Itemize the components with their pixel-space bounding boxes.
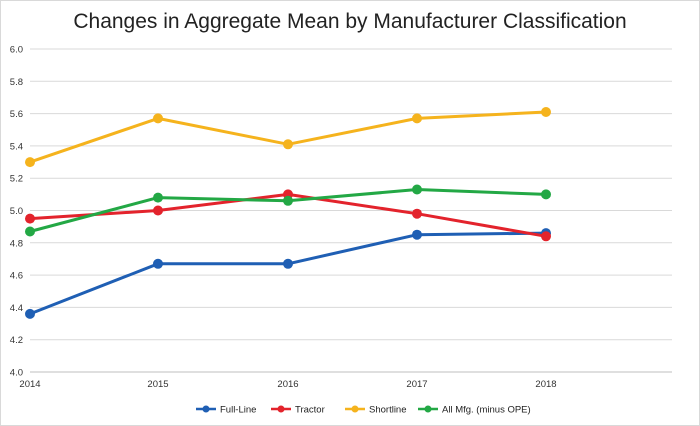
data-point (153, 192, 163, 203)
legend-label: Full-Line (220, 405, 256, 416)
legend-label: Shortline (369, 405, 407, 416)
data-point (25, 213, 35, 224)
legend-swatch-marker (277, 405, 285, 413)
chart-title: Changes in Aggregate Mean by Manufacture… (73, 10, 627, 33)
data-point (412, 208, 422, 219)
y-tick-label: 5.6 (10, 109, 23, 120)
data-point (412, 184, 422, 195)
legend-swatch-marker (351, 405, 359, 413)
x-tick-label: 2015 (147, 379, 168, 390)
data-point (283, 258, 293, 269)
data-point (25, 308, 35, 319)
x-tick-label: 2016 (277, 379, 298, 390)
data-point (412, 229, 422, 240)
y-tick-label: 5.8 (10, 77, 23, 88)
x-tick-label: 2018 (535, 379, 556, 390)
legend-label: Tractor (295, 405, 325, 416)
y-tick-label: 4.0 (10, 368, 23, 379)
y-tick-label: 5.2 (10, 174, 23, 185)
y-tick-label: 5.4 (10, 141, 23, 152)
legend-label: All Mfg. (minus OPE) (442, 405, 531, 416)
y-tick-label: 4.6 (10, 271, 23, 282)
data-point (25, 157, 35, 168)
data-point (541, 189, 551, 200)
data-point (153, 258, 163, 269)
data-point (153, 205, 163, 216)
x-tick-label: 2017 (406, 379, 427, 390)
x-tick-label: 2014 (19, 379, 40, 390)
data-point (283, 139, 293, 150)
legend-swatch-marker (202, 405, 210, 413)
y-tick-label: 6.0 (10, 45, 23, 56)
y-tick-label: 4.2 (10, 335, 23, 346)
series-line-0 (29, 231, 547, 316)
data-point (153, 113, 163, 124)
data-point (283, 195, 293, 206)
legend-swatch-marker (424, 405, 432, 413)
data-point (412, 113, 422, 124)
series-line-2 (29, 110, 547, 164)
y-tick-label: 4.4 (10, 303, 23, 314)
y-tick-label: 5.0 (10, 206, 23, 217)
data-point (541, 107, 551, 117)
data-point (541, 231, 551, 242)
y-tick-label: 4.8 (10, 238, 23, 249)
data-point (25, 226, 35, 237)
